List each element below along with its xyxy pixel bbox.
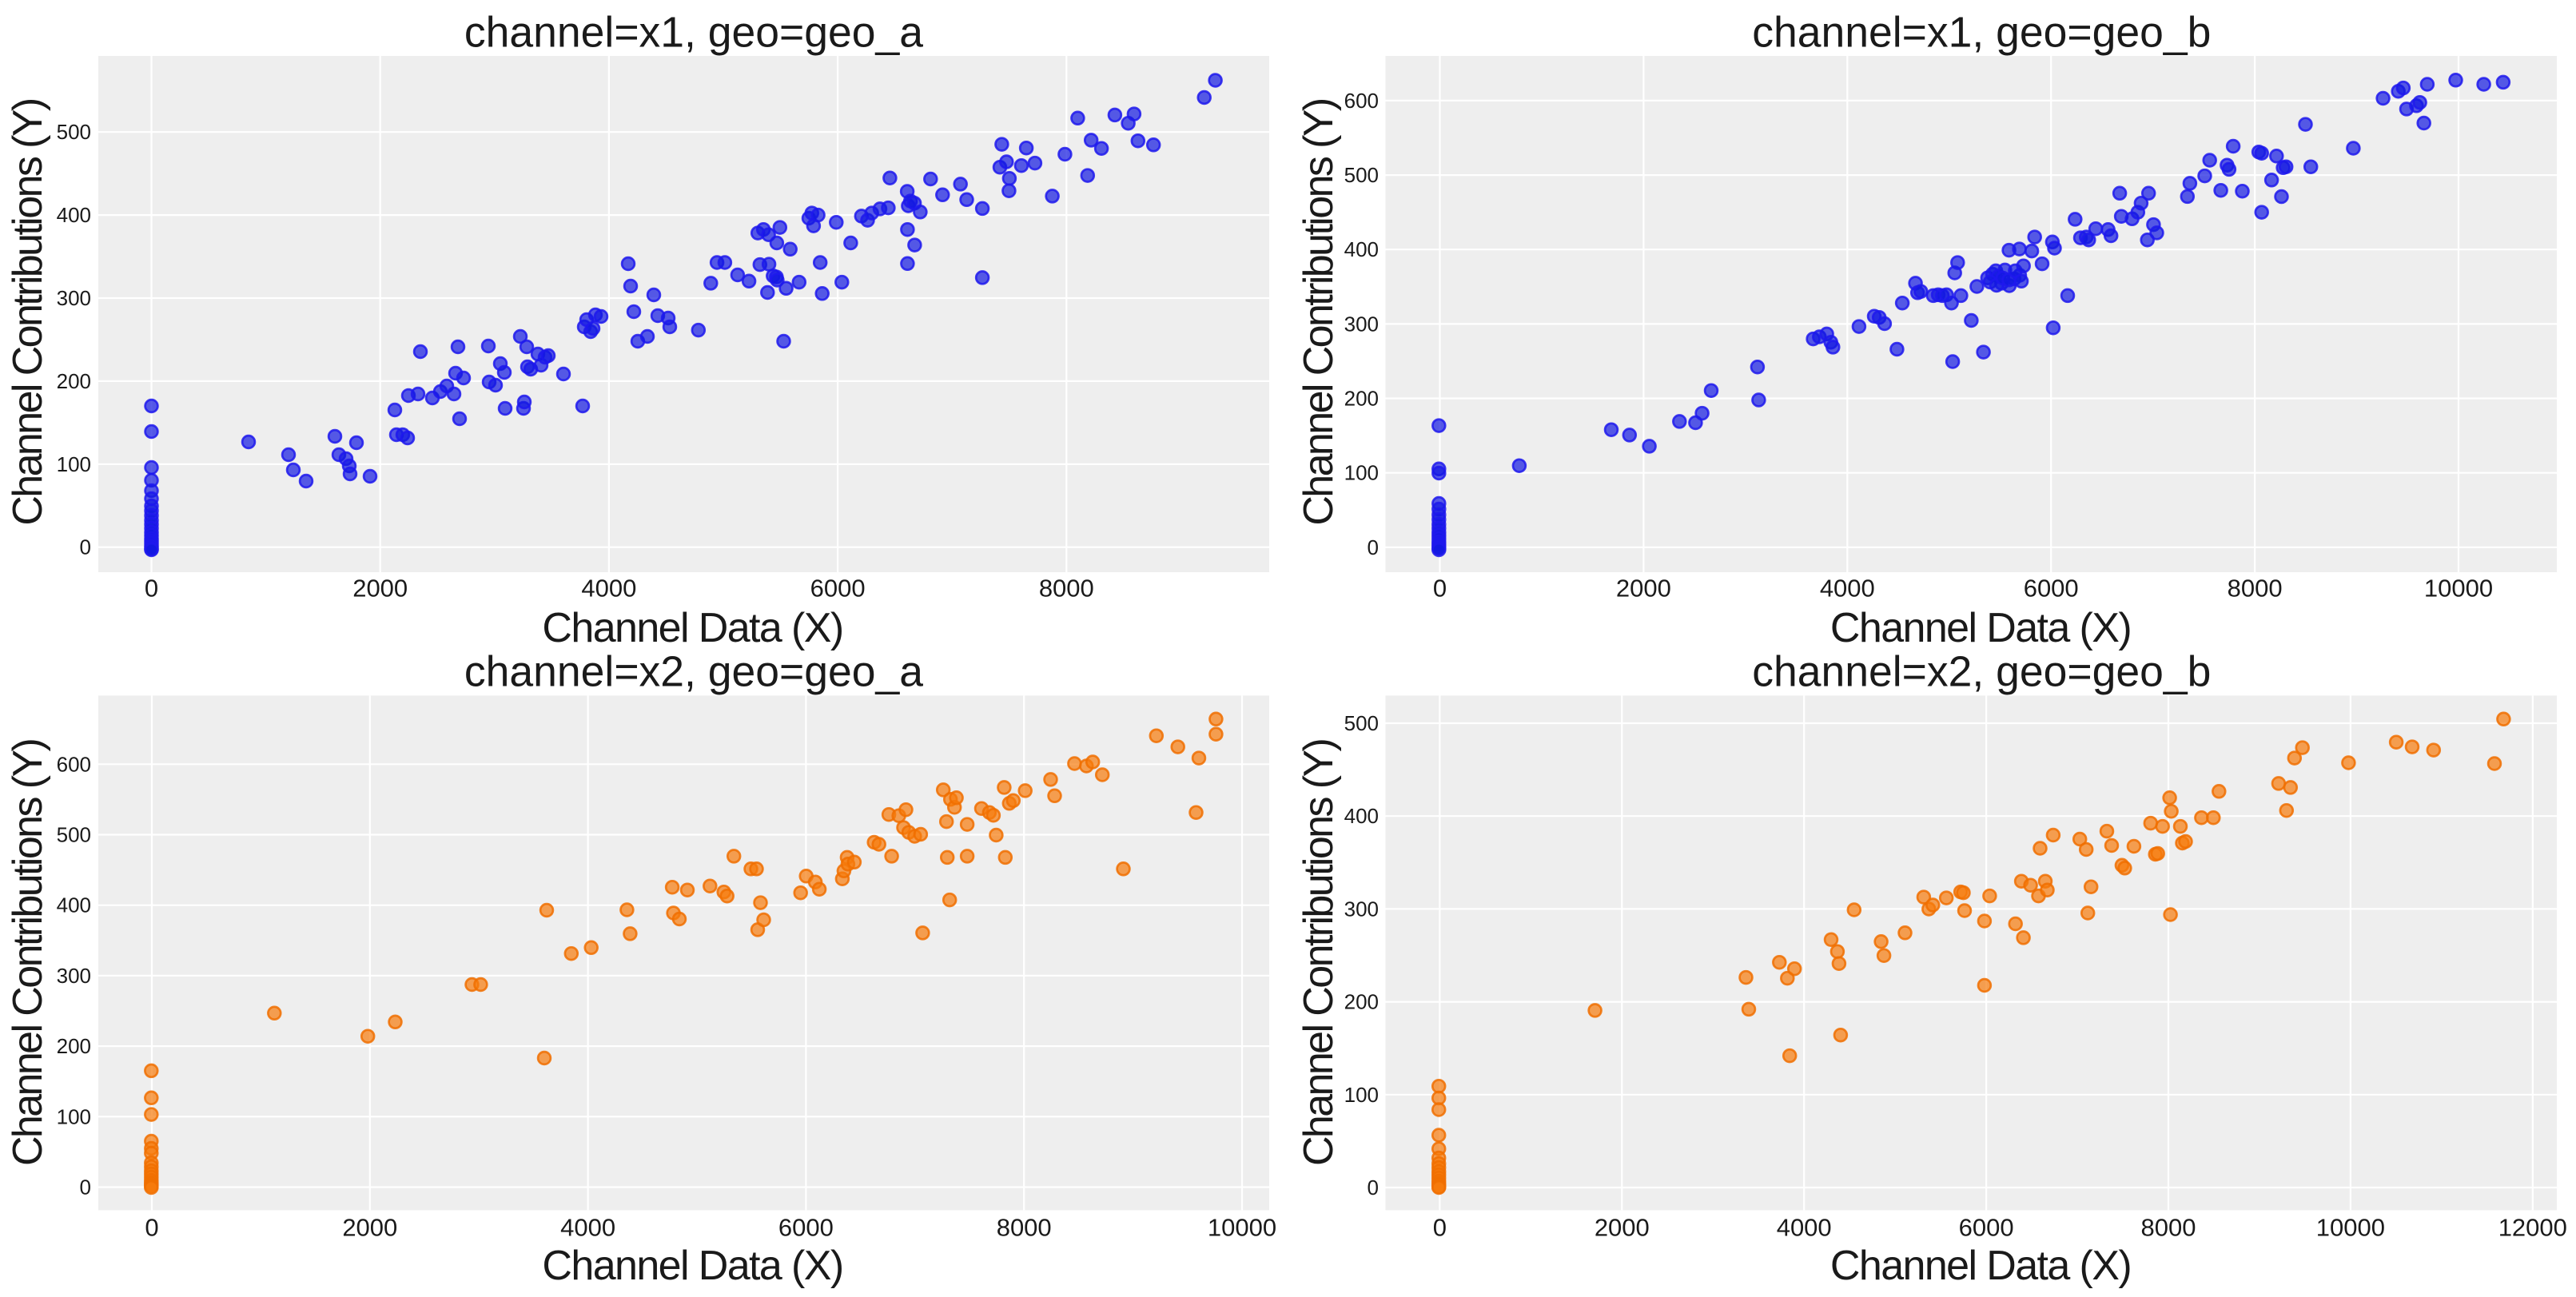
svg-text:Channel Contributions (Y): Channel Contributions (Y) — [1296, 739, 1342, 1166]
svg-text:500: 500 — [1344, 163, 1379, 187]
svg-text:2000: 2000 — [1616, 575, 1671, 603]
svg-text:600: 600 — [1344, 89, 1379, 113]
svg-text:300: 300 — [1344, 897, 1379, 921]
svg-text:300: 300 — [57, 964, 91, 988]
svg-text:6000: 6000 — [810, 575, 866, 603]
svg-text:100: 100 — [1344, 1083, 1379, 1107]
svg-text:200: 200 — [57, 1034, 91, 1058]
svg-text:4000: 4000 — [560, 1214, 615, 1242]
svg-text:500: 500 — [1344, 711, 1379, 735]
svg-text:300: 300 — [57, 286, 91, 310]
svg-text:10000: 10000 — [2316, 1214, 2385, 1242]
svg-text:200: 200 — [1344, 387, 1379, 411]
svg-text:Channel Contributions (Y): Channel Contributions (Y) — [1296, 99, 1342, 526]
svg-text:10000: 10000 — [2424, 575, 2493, 603]
svg-text:Channel Data (X): Channel Data (X) — [542, 605, 842, 651]
svg-text:400: 400 — [57, 203, 91, 227]
svg-text:8000: 8000 — [2141, 1214, 2196, 1242]
svg-text:10000: 10000 — [1208, 1214, 1276, 1242]
svg-text:8000: 8000 — [2228, 575, 2283, 603]
svg-text:100: 100 — [1344, 461, 1379, 485]
svg-text:channel=x1, geo=geo_a: channel=x1, geo=geo_a — [464, 9, 923, 56]
svg-text:Channel Data (X): Channel Data (X) — [1830, 1243, 2131, 1289]
svg-text:6000: 6000 — [1959, 1214, 2014, 1242]
svg-text:0: 0 — [1433, 575, 1447, 603]
svg-text:0: 0 — [145, 1214, 158, 1242]
svg-text:400: 400 — [57, 893, 91, 917]
svg-text:6000: 6000 — [2024, 575, 2079, 603]
svg-text:600: 600 — [57, 752, 91, 776]
svg-text:Channel Data (X): Channel Data (X) — [1830, 605, 2131, 651]
svg-text:400: 400 — [1344, 804, 1379, 828]
svg-text:2000: 2000 — [352, 575, 408, 603]
svg-text:Channel Contributions (Y): Channel Contributions (Y) — [5, 99, 51, 526]
svg-text:400: 400 — [1344, 237, 1379, 261]
svg-text:2000: 2000 — [1595, 1214, 1650, 1242]
svg-text:8000: 8000 — [997, 1214, 1052, 1242]
svg-text:500: 500 — [57, 823, 91, 847]
svg-text:200: 200 — [57, 369, 91, 393]
svg-text:channel=x2, geo=geo_b: channel=x2, geo=geo_b — [1752, 649, 2211, 696]
svg-text:300: 300 — [1344, 312, 1379, 336]
svg-text:0: 0 — [1368, 535, 1379, 559]
svg-text:0: 0 — [80, 1176, 91, 1200]
svg-text:channel=x1, geo=geo_b: channel=x1, geo=geo_b — [1752, 9, 2211, 56]
svg-text:4000: 4000 — [1777, 1214, 1832, 1242]
svg-text:200: 200 — [1344, 990, 1379, 1014]
svg-text:0: 0 — [1368, 1176, 1379, 1200]
svg-text:4000: 4000 — [1820, 575, 1875, 603]
svg-text:8000: 8000 — [1039, 575, 1094, 603]
svg-text:0: 0 — [80, 535, 91, 559]
svg-text:4000: 4000 — [581, 575, 636, 603]
svg-text:100: 100 — [57, 452, 91, 476]
svg-text:Channel Data (X): Channel Data (X) — [542, 1243, 842, 1289]
svg-text:12000: 12000 — [2498, 1214, 2567, 1242]
svg-text:100: 100 — [57, 1104, 91, 1128]
svg-text:2000: 2000 — [342, 1214, 397, 1242]
svg-text:6000: 6000 — [778, 1214, 834, 1242]
svg-text:0: 0 — [1433, 1214, 1447, 1242]
svg-text:500: 500 — [57, 120, 91, 144]
svg-text:0: 0 — [145, 575, 158, 603]
svg-text:Channel Contributions (Y): Channel Contributions (Y) — [5, 739, 51, 1166]
svg-text:channel=x2, geo=geo_a: channel=x2, geo=geo_a — [464, 649, 923, 696]
